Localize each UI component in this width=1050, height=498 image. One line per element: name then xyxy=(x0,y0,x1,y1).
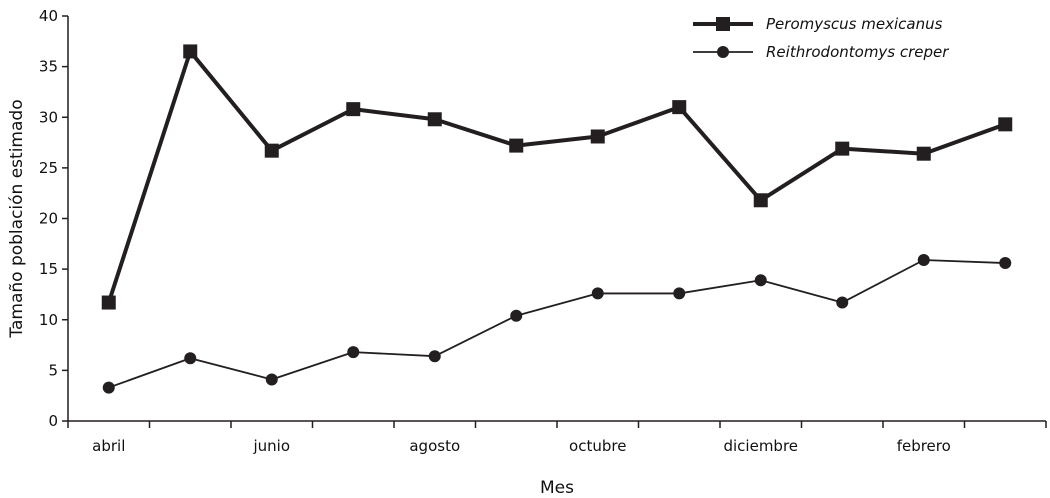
series-line xyxy=(106,49,1006,304)
legend-label: Reithrodontomys creper xyxy=(766,43,949,61)
x-tick-label: diciembre xyxy=(723,437,798,455)
data-point xyxy=(754,274,767,287)
data-point xyxy=(510,309,523,322)
series-0 xyxy=(101,44,1013,310)
data-point xyxy=(999,257,1012,270)
y-tick-label: 30 xyxy=(39,108,58,126)
series-1 xyxy=(102,254,1012,394)
data-point xyxy=(590,129,605,144)
data-point xyxy=(836,296,849,309)
data-point xyxy=(184,352,197,365)
y-tick-label: 35 xyxy=(39,58,58,76)
data-point xyxy=(347,346,360,359)
data-point xyxy=(264,143,279,158)
data-point xyxy=(917,254,930,267)
x-tick-label: octubre xyxy=(569,437,626,455)
x-axis-title: Mes xyxy=(540,478,574,498)
y-tick-label: 0 xyxy=(48,412,58,430)
data-point xyxy=(427,112,442,127)
data-point xyxy=(265,373,278,386)
x-tick-label: junio xyxy=(252,437,290,455)
series-layer xyxy=(101,44,1013,394)
data-point xyxy=(672,100,687,115)
data-point xyxy=(591,287,604,300)
data-point xyxy=(102,381,115,394)
y-tick-label: 10 xyxy=(39,311,58,329)
y-tick-label: 15 xyxy=(39,260,58,278)
y-tick-label: 25 xyxy=(39,159,58,177)
data-point xyxy=(101,295,116,310)
y-tick-label: 40 xyxy=(39,7,58,25)
data-point xyxy=(835,141,850,156)
data-point xyxy=(673,287,686,300)
data-point xyxy=(428,350,441,363)
data-point xyxy=(183,44,198,59)
legend-marker xyxy=(717,46,729,58)
data-point xyxy=(916,146,931,161)
data-point xyxy=(346,102,361,117)
x-axis: abril junio agosto octubre diciembre febrero xyxy=(67,420,1047,455)
x-tick-label: febrero xyxy=(897,437,951,455)
data-point xyxy=(998,117,1013,132)
legend-marker xyxy=(716,17,730,31)
x-tick-label: abril xyxy=(92,437,125,455)
y-tick-label: 5 xyxy=(48,361,58,379)
x-tick-label: agosto xyxy=(409,437,460,455)
y-axis: 0 5 10 15 20 25 30 35 40 xyxy=(39,7,69,430)
legend: Peromyscus mexicanus Reithrodontomys crep… xyxy=(693,15,949,61)
data-point xyxy=(509,138,524,153)
y-axis-title: Tamaño población estimado xyxy=(7,99,27,338)
data-point xyxy=(753,193,768,208)
legend-label: Peromyscus mexicanus xyxy=(766,15,943,33)
series-line xyxy=(108,259,1006,389)
y-tick-label: 20 xyxy=(39,210,58,228)
